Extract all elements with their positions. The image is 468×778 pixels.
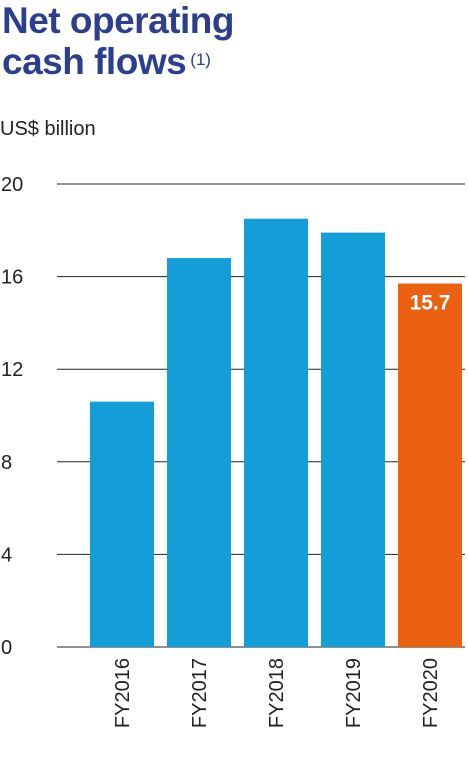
bar-FY2016 bbox=[90, 401, 154, 647]
y-tick-label-8: 8 bbox=[1, 452, 12, 474]
y-tick-label-16: 16 bbox=[1, 267, 23, 289]
x-axis-ticks: FY2016 FY2017 FY2018 FY2019 FY2020 bbox=[112, 658, 442, 728]
chart-title-line-1: Net operating bbox=[2, 0, 234, 41]
data-labels: 15.7 bbox=[410, 292, 451, 315]
y-axis-ticks: 0 4 8 12 16 20 bbox=[1, 174, 23, 659]
bar-FY2019 bbox=[321, 232, 385, 648]
chart-title-line-2-text: cash flows bbox=[2, 41, 187, 82]
x-tick-label-FY2016: FY2016 bbox=[112, 658, 134, 728]
bar-FY2017 bbox=[167, 258, 231, 647]
y-tick-label-20: 20 bbox=[1, 174, 23, 196]
x-tick-label-FY2020: FY2020 bbox=[420, 658, 442, 728]
footnote-marker: (1) bbox=[190, 50, 211, 69]
y-tick-label-12: 12 bbox=[1, 359, 23, 381]
chart-title-line-2: cash flows (1) bbox=[2, 41, 234, 82]
y-axis-label: US$ billion bbox=[0, 118, 96, 140]
chart-title: Net operating cash flows (1) bbox=[2, 0, 234, 82]
data-label-FY2020: 15.7 bbox=[410, 292, 451, 315]
y-tick-label-0: 0 bbox=[1, 637, 12, 659]
y-tick-label-4: 4 bbox=[1, 544, 12, 566]
x-tick-label-FY2019: FY2019 bbox=[343, 658, 365, 728]
x-tick-label-FY2017: FY2017 bbox=[189, 658, 211, 728]
bar-FY2020 bbox=[398, 283, 462, 647]
bars bbox=[90, 218, 462, 648]
bar-FY2018 bbox=[244, 218, 308, 647]
x-tick-label-FY2018: FY2018 bbox=[266, 658, 288, 728]
